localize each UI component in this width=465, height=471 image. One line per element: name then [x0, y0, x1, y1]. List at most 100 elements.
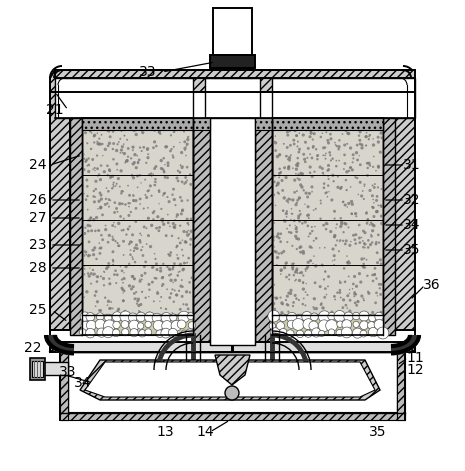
Point: [317, 133, 325, 141]
Point: [373, 249, 381, 257]
Point: [331, 122, 338, 130]
Point: [164, 211, 172, 219]
Point: [185, 310, 193, 317]
Point: [155, 188, 163, 195]
Point: [319, 120, 327, 127]
Point: [99, 211, 106, 219]
Polygon shape: [85, 362, 375, 397]
Point: [274, 181, 281, 188]
Point: [159, 260, 167, 268]
Point: [122, 159, 129, 166]
Point: [377, 310, 384, 318]
Point: [361, 229, 369, 236]
Point: [135, 156, 143, 163]
Point: [143, 225, 150, 232]
Point: [297, 170, 305, 177]
Point: [345, 200, 352, 207]
Point: [109, 248, 117, 256]
Point: [99, 140, 106, 148]
Point: [378, 220, 385, 227]
Point: [149, 278, 156, 286]
Circle shape: [170, 314, 177, 321]
Point: [180, 228, 188, 236]
Point: [91, 167, 99, 174]
Point: [101, 201, 109, 208]
Point: [139, 243, 146, 251]
Point: [114, 208, 121, 216]
Point: [85, 251, 93, 259]
Circle shape: [80, 329, 86, 335]
Point: [283, 225, 291, 232]
Point: [183, 177, 191, 184]
Point: [146, 308, 153, 316]
Point: [301, 218, 309, 226]
Circle shape: [145, 329, 152, 336]
Point: [342, 176, 350, 184]
Point: [114, 140, 121, 148]
Point: [100, 282, 108, 289]
Point: [118, 267, 126, 275]
Point: [169, 285, 176, 293]
Point: [344, 130, 352, 137]
Point: [184, 140, 191, 148]
Text: 26: 26: [29, 193, 47, 207]
Point: [131, 127, 138, 134]
Text: 23: 23: [29, 238, 47, 252]
Point: [165, 251, 172, 258]
Circle shape: [161, 312, 172, 323]
Point: [296, 146, 303, 153]
Point: [282, 174, 290, 181]
Point: [118, 284, 126, 292]
Point: [369, 163, 377, 171]
Point: [178, 210, 185, 218]
Point: [284, 144, 291, 151]
Point: [110, 219, 118, 227]
Point: [274, 189, 282, 196]
Point: [151, 165, 159, 172]
Point: [144, 187, 152, 195]
Point: [356, 221, 363, 229]
Point: [157, 304, 165, 312]
Point: [181, 180, 188, 187]
Point: [136, 309, 143, 317]
Point: [173, 291, 180, 299]
Point: [288, 210, 295, 218]
Point: [94, 298, 101, 306]
Point: [296, 176, 303, 183]
Point: [128, 125, 136, 133]
Point: [97, 273, 105, 280]
Point: [370, 135, 377, 143]
Point: [92, 193, 99, 201]
Point: [109, 172, 116, 180]
Point: [358, 141, 365, 148]
Point: [296, 244, 303, 252]
Point: [168, 309, 176, 317]
Point: [354, 297, 361, 305]
Point: [294, 117, 301, 125]
Circle shape: [342, 320, 352, 329]
Point: [177, 239, 184, 247]
Point: [319, 152, 327, 159]
Point: [365, 244, 372, 251]
Point: [130, 192, 137, 199]
Point: [292, 127, 299, 135]
Text: 22: 22: [24, 341, 42, 355]
Point: [321, 293, 328, 301]
Point: [302, 301, 309, 309]
Point: [80, 151, 87, 158]
Point: [144, 146, 151, 154]
Point: [378, 134, 385, 142]
Point: [328, 196, 336, 204]
Point: [80, 270, 88, 278]
Point: [328, 309, 336, 317]
Point: [153, 266, 161, 273]
Point: [170, 298, 178, 306]
Circle shape: [120, 311, 131, 322]
Point: [352, 240, 359, 247]
Point: [348, 210, 355, 218]
Point: [117, 167, 125, 175]
Point: [167, 270, 175, 278]
Point: [157, 267, 164, 275]
Point: [130, 197, 138, 205]
Point: [89, 166, 97, 173]
